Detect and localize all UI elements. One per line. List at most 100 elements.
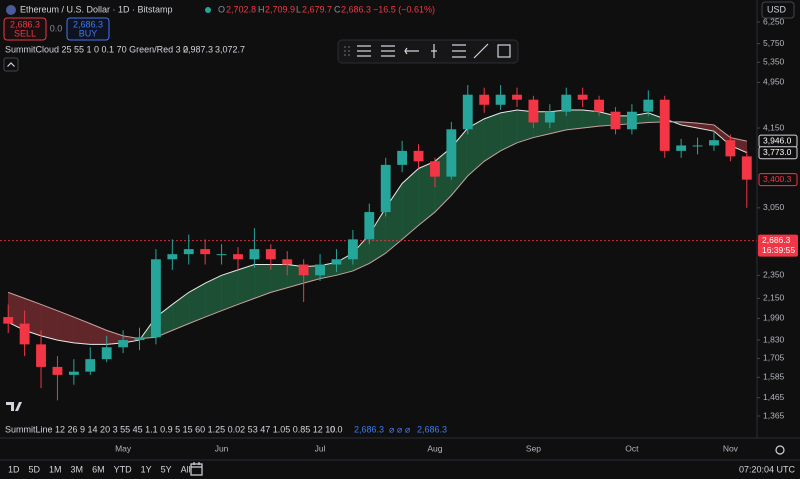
y-tick-label: 2,350 [763, 270, 785, 280]
candle-body [709, 140, 719, 146]
x-tick-label: Aug [427, 443, 442, 453]
x-tick-label: Sep [526, 443, 541, 453]
clock: 07:20:04 UTC [739, 464, 796, 474]
indicator-empty: ⌀ ⌀ ⌀ [389, 424, 411, 434]
price-label: 3,946.0 [763, 135, 792, 145]
x-tick-label: Oct [625, 443, 639, 453]
range-button[interactable]: 3M [71, 464, 84, 474]
settings-icon[interactable] [775, 445, 785, 455]
tool-rectangle[interactable] [497, 44, 511, 58]
range-selector: 1D 5D 1M 3M 6M YTD 1Y 5Y All [8, 464, 191, 474]
candle-body [659, 99, 670, 151]
buy-label[interactable]: BUY [79, 28, 98, 38]
indicator-name: SummitLine 12 26 9 14 20 3 55 45 1.1 0.9… [5, 424, 335, 434]
date-picker[interactable] [190, 462, 203, 476]
x-tick-label: Jun [215, 443, 229, 453]
last-price-box [758, 234, 798, 257]
price-label-box [758, 146, 798, 160]
candle-body [282, 259, 293, 265]
candle-body [249, 249, 260, 260]
collapse-button[interactable] [3, 57, 19, 72]
y-tick-label: 2,150 [763, 293, 785, 303]
candle-body [528, 99, 539, 123]
range-button[interactable]: 1M [49, 464, 62, 474]
indicator-value: 2,686.3 [417, 424, 447, 434]
ohlc-label: H [258, 4, 265, 14]
y-tick-label: 1,365 [763, 410, 785, 420]
tool-parallel[interactable] [452, 44, 466, 58]
toolbar-grip[interactable] [344, 46, 350, 56]
candle-body [479, 94, 490, 105]
candle-body [315, 264, 325, 276]
spread: 0.0 [50, 23, 63, 33]
candle-body [118, 340, 129, 348]
range-button[interactable]: 1Y [141, 464, 152, 474]
range-button[interactable]: All [181, 464, 191, 474]
candle-body [3, 317, 14, 324]
range-button[interactable]: YTD [114, 464, 133, 474]
buy-price[interactable]: 2,686.3 [73, 19, 103, 29]
tool-channel[interactable] [357, 45, 371, 57]
candle-body [151, 259, 161, 338]
range-button[interactable]: 6M [92, 464, 105, 474]
ohlc-value: 2,679.7 [302, 4, 332, 14]
candle-body [676, 145, 687, 151]
candle-body [233, 254, 243, 260]
candle-body [561, 94, 572, 112]
last-price-label: 2,686.3 [762, 235, 791, 245]
candle-body [101, 347, 112, 360]
candle-body [413, 150, 424, 162]
candle-body [610, 111, 621, 130]
price-label-box [758, 173, 798, 187]
candle-body [594, 99, 604, 112]
range-button[interactable]: 5Y [161, 464, 172, 474]
candle-body [643, 99, 654, 112]
currency[interactable]: USD [767, 4, 787, 14]
cloud-segment [566, 109, 583, 131]
ohlc-label: L [296, 4, 301, 14]
candle-body [167, 254, 178, 260]
x-tick-label: Nov [723, 443, 739, 453]
candle-body [265, 249, 276, 260]
market-status [205, 7, 211, 13]
indicator-value: 0.0 [330, 424, 343, 434]
x-tick-label: Jul [315, 443, 326, 453]
plot-area [0, 85, 757, 401]
tool-ray[interactable] [404, 47, 419, 55]
symbol-title: Ethereum / U.S. Dollar · 1D · Bitstamp [20, 4, 173, 14]
candle-body [183, 249, 194, 255]
sell-label[interactable]: SELL [14, 28, 36, 38]
candle-body [430, 161, 440, 177]
cloud-segment [237, 264, 255, 305]
tool-fib[interactable] [381, 45, 395, 57]
y-tick-label: 5,750 [763, 38, 785, 48]
y-tick-label: 1,830 [763, 334, 785, 344]
countdown: 16:39:55 [762, 245, 795, 255]
indicator-value: 2,686.3 [354, 424, 384, 434]
candle-body [19, 323, 30, 345]
y-tick-label: 1,465 [763, 392, 785, 402]
candle-body [397, 150, 408, 165]
candle-body [626, 111, 637, 130]
candle-body [512, 94, 522, 100]
range-button[interactable]: 5D [29, 464, 41, 474]
tool-trend-line[interactable] [473, 43, 489, 59]
tool-vertical[interactable] [431, 44, 437, 58]
cloud-line [8, 121, 747, 340]
candle-body [495, 94, 506, 105]
ohlc-value: 2,686.3 [341, 4, 371, 14]
sell-price[interactable]: 2,686.3 [10, 19, 40, 29]
candle-body [347, 239, 358, 260]
candle-body [692, 145, 703, 147]
indicator-value: 3,072.7 [215, 44, 245, 54]
y-tick-label: 4,150 [763, 122, 785, 132]
sell-button[interactable] [3, 17, 47, 41]
range-button[interactable]: 1D [8, 464, 20, 474]
candle-body [462, 94, 473, 130]
currency-button[interactable] [761, 1, 795, 19]
candle-body [52, 366, 63, 375]
buy-button[interactable] [66, 17, 110, 41]
symbol-icon [6, 5, 16, 15]
y-tick-label: 4,950 [763, 77, 785, 87]
